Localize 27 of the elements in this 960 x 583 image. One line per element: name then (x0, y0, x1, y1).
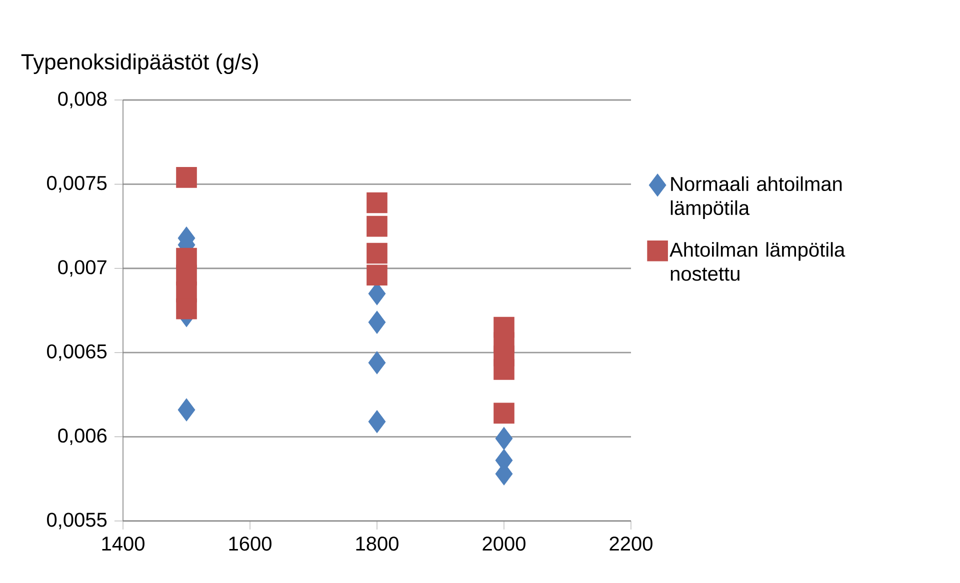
x-tick-label: 1600 (229, 536, 272, 551)
y-tick-label: 0,006 (58, 428, 107, 446)
x-tick-label: 1400 (102, 536, 144, 551)
y-axis-title: Typenoksidipäästöt (g/s) (21, 53, 258, 74)
legend-label: Ahtoilman lämpötila nostettu (670, 242, 846, 281)
point (368, 310, 386, 334)
y-tick-label: 0,007 (58, 260, 106, 277)
point (368, 351, 386, 374)
point (494, 402, 514, 424)
y-tick-label: 0,0055 (47, 512, 107, 530)
point (366, 264, 388, 286)
point (178, 398, 196, 422)
point (494, 359, 514, 380)
point (176, 167, 197, 188)
y-tick-label: 0,008 (58, 92, 107, 108)
legend-label: Normaali ahtoilman lämpötila (670, 176, 842, 220)
point (176, 298, 197, 320)
x-tick-label: 2200 (610, 536, 652, 551)
x-tick-label: 2000 (482, 536, 526, 551)
point (366, 216, 388, 237)
point (366, 242, 388, 264)
x-tick-label: 1800 (356, 536, 398, 551)
point (366, 192, 388, 214)
point (368, 410, 386, 434)
y-tick-label: 0,0065 (47, 344, 107, 361)
point (495, 427, 513, 450)
y-tick-label: 0,0075 (47, 176, 107, 192)
